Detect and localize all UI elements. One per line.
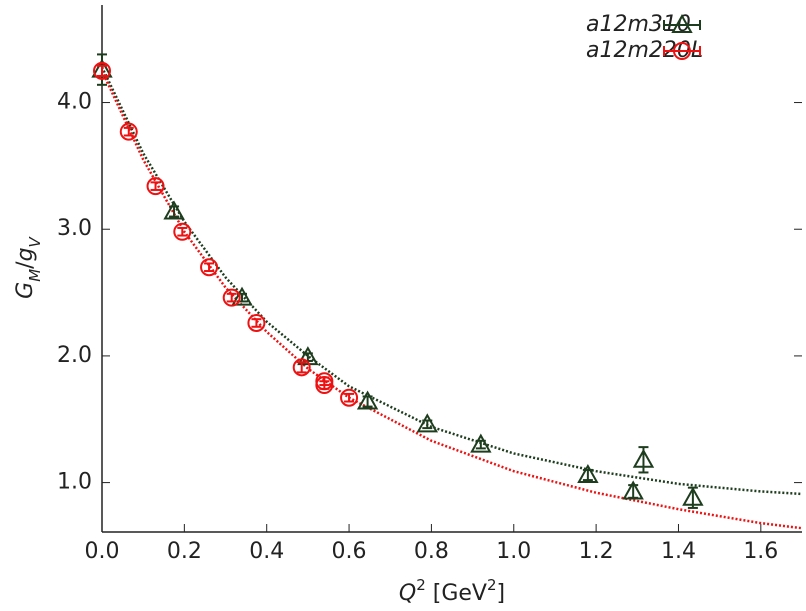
error-bar — [204, 262, 215, 273]
error-bar — [319, 380, 330, 390]
x-axis-label: Q2 [GeV2] — [399, 576, 505, 607]
x-tick-label: 0.6 — [332, 539, 367, 564]
error-bar — [251, 318, 262, 328]
x-tick-label: 0.0 — [85, 539, 120, 564]
label-part: [GeV — [426, 581, 487, 606]
x-tick-label: 0.4 — [249, 539, 284, 564]
label-part: V — [26, 235, 44, 247]
point — [470, 433, 492, 453]
label-part: 2 — [487, 576, 497, 594]
point — [315, 376, 334, 395]
point — [622, 480, 644, 500]
label-part: Q — [399, 581, 416, 606]
label-part: g — [13, 247, 38, 261]
error-bar — [226, 292, 237, 303]
error-bar — [344, 392, 355, 403]
legend-marker — [671, 13, 693, 33]
point — [247, 313, 266, 332]
error-bar — [150, 181, 161, 191]
fit-line — [100, 70, 803, 530]
point — [222, 288, 241, 307]
x-tick-label: 1.0 — [496, 539, 531, 564]
point — [146, 177, 165, 196]
x-tick-label: 1.4 — [661, 539, 696, 564]
point — [163, 200, 185, 220]
x-tick-label: 0.8 — [414, 539, 449, 564]
point — [416, 413, 439, 433]
point — [632, 448, 655, 468]
label-part: ] — [497, 581, 506, 606]
error-bar — [97, 64, 107, 77]
legend-marker — [673, 42, 691, 60]
point — [231, 286, 253, 306]
label-part: / — [13, 261, 38, 269]
point — [356, 390, 379, 410]
label-part: 2 — [416, 576, 426, 594]
point — [200, 258, 219, 277]
y-axis-label: GM/gV — [13, 235, 44, 298]
x-tick-label: 1.6 — [743, 539, 778, 564]
point — [292, 358, 311, 377]
x-tick-label: 1.2 — [579, 539, 614, 564]
fit-line — [100, 66, 803, 496]
point — [682, 486, 704, 506]
y-tick-label: 4.0 — [57, 90, 92, 115]
y-tick-label: 3.0 — [57, 216, 92, 241]
point — [173, 222, 192, 241]
y-tick-label: 2.0 — [57, 343, 92, 368]
error-bar — [296, 361, 307, 374]
y-tick-label: 1.0 — [57, 470, 92, 495]
label-part: M — [26, 269, 44, 282]
point — [119, 122, 138, 141]
error-bar — [177, 226, 188, 237]
x-tick-label: 0.2 — [167, 539, 202, 564]
label-part: G — [13, 282, 38, 299]
point — [93, 61, 111, 80]
point — [340, 388, 359, 407]
point — [297, 346, 319, 366]
error-bar — [123, 126, 134, 137]
point — [577, 463, 599, 483]
